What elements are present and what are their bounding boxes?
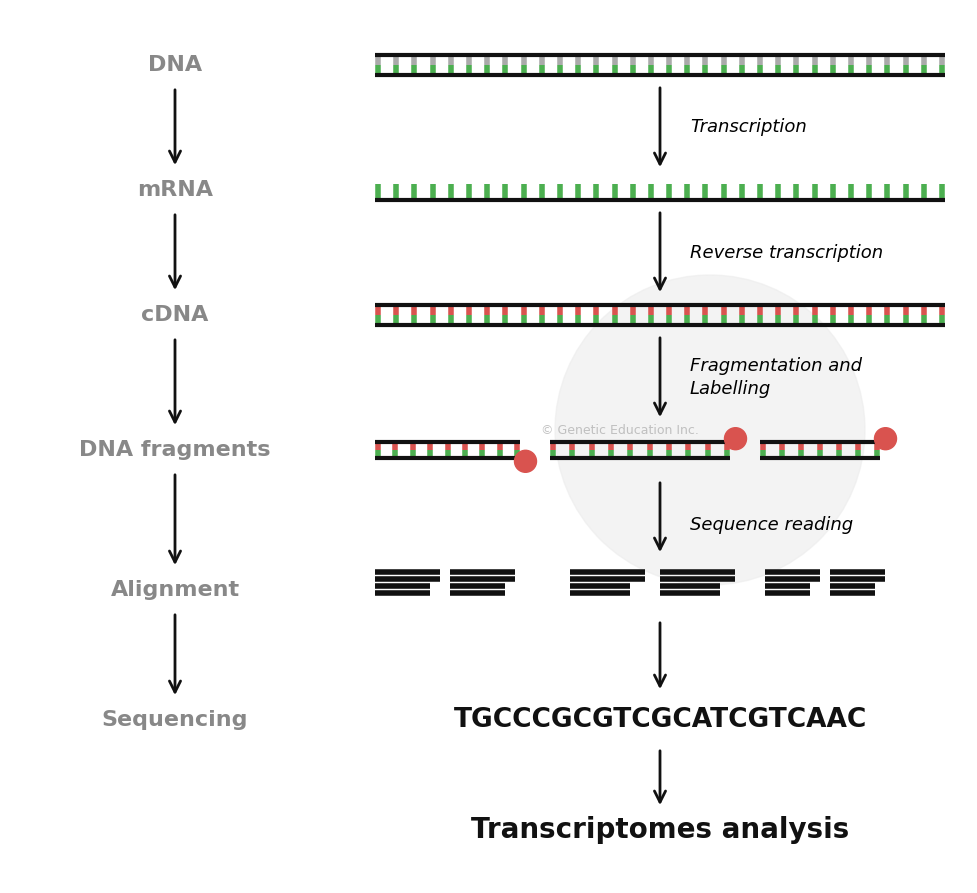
Circle shape bbox=[874, 428, 897, 450]
Circle shape bbox=[515, 450, 536, 472]
Text: Transcriptomes analysis: Transcriptomes analysis bbox=[471, 816, 849, 844]
Text: DNA fragments: DNA fragments bbox=[79, 440, 271, 460]
Text: cDNA: cDNA bbox=[142, 305, 209, 325]
Text: Alignment: Alignment bbox=[110, 580, 239, 600]
Text: Sequence reading: Sequence reading bbox=[690, 516, 853, 534]
Text: © Genetic Education Inc.: © Genetic Education Inc. bbox=[541, 423, 699, 437]
Text: Transcription: Transcription bbox=[690, 119, 807, 137]
Text: Fragmentation and
Labelling: Fragmentation and Labelling bbox=[690, 356, 862, 398]
Text: mRNA: mRNA bbox=[137, 180, 213, 200]
Text: TGCCCGCGTCGCATCGTCAAC: TGCCCGCGTCGCATCGTCAAC bbox=[453, 707, 867, 733]
Circle shape bbox=[725, 428, 746, 450]
Text: Reverse transcription: Reverse transcription bbox=[690, 244, 883, 262]
Circle shape bbox=[555, 275, 865, 585]
Text: DNA: DNA bbox=[148, 55, 202, 75]
Text: Sequencing: Sequencing bbox=[102, 710, 248, 730]
